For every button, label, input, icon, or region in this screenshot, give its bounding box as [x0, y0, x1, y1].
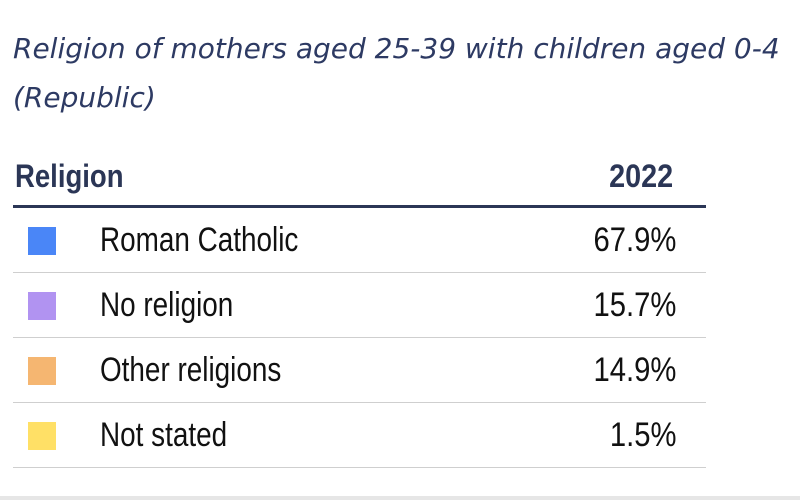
table-body: Roman Catholic 67.9% No religion 15.7% Other… [13, 208, 706, 468]
color-swatch [28, 357, 56, 385]
percentage-value: 15.7% [593, 286, 676, 324]
religion-label: Other religions [100, 351, 282, 389]
column-header-religion: Religion [15, 158, 124, 194]
table-row: Other religions 14.9% [13, 338, 706, 403]
percentage-value: 14.9% [593, 351, 676, 389]
religion-label: No religion [100, 286, 234, 324]
table-row: No religion 15.7% [13, 273, 706, 338]
column-header-year: 2022 [608, 158, 673, 194]
bottom-divider [0, 496, 800, 500]
table-header: Religion 2022 [13, 152, 706, 208]
table-row: Not stated 1.5% [13, 403, 706, 468]
religion-label: Not stated [100, 416, 228, 454]
table-row: Roman Catholic 67.9% [13, 208, 706, 273]
chart-title: Religion of mothers aged 25-39 with chil… [13, 32, 780, 114]
percentage-value: 1.5% [609, 416, 676, 454]
color-swatch [28, 292, 56, 320]
religion-table: Religion 2022 Roman Catholic 67.9% No reli… [13, 152, 706, 468]
color-swatch [28, 422, 56, 450]
religion-label: Roman Catholic [100, 221, 299, 259]
color-swatch [28, 227, 56, 255]
percentage-value: 67.9% [593, 221, 676, 259]
